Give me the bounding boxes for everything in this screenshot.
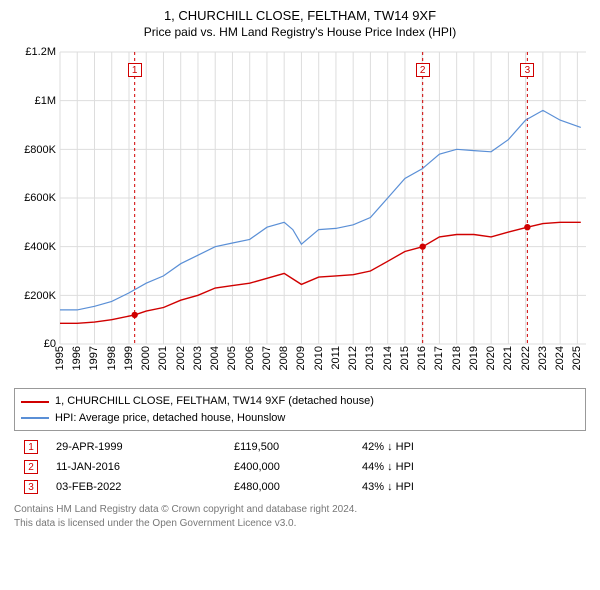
table-row: 1 29-APR-1999 £119,500 42% ↓ HPI: [14, 437, 586, 457]
chart-svg: [10, 44, 590, 384]
sale-marker-icon: 2: [416, 63, 430, 77]
sale-delta: 42% ↓ HPI: [362, 441, 492, 453]
chart-subtitle: Price paid vs. HM Land Registry's House …: [10, 25, 590, 41]
y-tick-label: £800K: [10, 144, 56, 156]
x-tick-label: 2005: [226, 346, 238, 370]
sale-price: £400,000: [234, 461, 344, 473]
x-tick-label: 2025: [571, 346, 583, 370]
sale-date: 29-APR-1999: [56, 441, 216, 453]
sale-marker-icon: 2: [24, 460, 38, 474]
x-tick-label: 2001: [157, 346, 169, 370]
footer-attribution: Contains HM Land Registry data © Crown c…: [14, 503, 586, 530]
x-tick-label: 1996: [71, 346, 83, 370]
x-tick-label: 2008: [278, 346, 290, 370]
x-tick-label: 2015: [399, 346, 411, 370]
x-tick-label: 2024: [554, 346, 566, 370]
x-tick-label: 2020: [485, 346, 497, 370]
sale-price: £480,000: [234, 481, 344, 493]
y-tick-label: £600K: [10, 192, 56, 204]
x-tick-label: 2007: [261, 346, 273, 370]
legend-swatch: [21, 417, 49, 419]
legend-label: HPI: Average price, detached house, Houn…: [55, 410, 285, 427]
x-tick-label: 2023: [537, 346, 549, 370]
chart-area: £0 £200K £400K £600K £800K £1M £1.2M 1995 1996 1…: [10, 44, 590, 384]
x-tick-label: 2006: [244, 346, 256, 370]
table-row: 3 03-FEB-2022 £480,000 43% ↓ HPI: [14, 477, 586, 497]
sales-table: 1 29-APR-1999 £119,500 42% ↓ HPI 2 11-JA…: [14, 437, 586, 497]
sale-price: £119,500: [234, 441, 344, 453]
table-row: 2 11-JAN-2016 £400,000 44% ↓ HPI: [14, 457, 586, 477]
x-tick-label: 2017: [433, 346, 445, 370]
y-tick-label: £1.2M: [10, 46, 56, 58]
x-tick-label: 1997: [88, 346, 100, 370]
x-tick-label: 2013: [364, 346, 376, 370]
sale-marker-icon: 1: [24, 440, 38, 454]
x-tick-label: 2014: [382, 346, 394, 370]
x-tick-label: 2004: [209, 346, 221, 370]
x-axis-ticks: 1995199619971998199920002001200220032004…: [60, 346, 586, 396]
sale-marker-icon: 3: [520, 63, 534, 77]
sale-date: 11-JAN-2016: [56, 461, 216, 473]
x-tick-label: 2000: [140, 346, 152, 370]
x-tick-label: 1998: [106, 346, 118, 370]
figure-container: 1, CHURCHILL CLOSE, FELTHAM, TW14 9XF Pr…: [0, 0, 600, 590]
sale-marker-icon: 3: [24, 480, 38, 494]
x-tick-label: 2011: [330, 346, 342, 370]
x-tick-label: 2021: [502, 346, 514, 370]
sale-date: 03-FEB-2022: [56, 481, 216, 493]
x-tick-label: 2003: [192, 346, 204, 370]
x-tick-label: 2022: [520, 346, 532, 370]
legend-swatch: [21, 401, 49, 403]
chart-title: 1, CHURCHILL CLOSE, FELTHAM, TW14 9XF: [10, 8, 590, 25]
x-tick-label: 2009: [295, 346, 307, 370]
sale-delta: 43% ↓ HPI: [362, 481, 492, 493]
x-tick-label: 1999: [123, 346, 135, 370]
footer-line: This data is licensed under the Open Gov…: [14, 517, 586, 531]
y-tick-label: £1M: [10, 95, 56, 107]
x-tick-label: 2018: [451, 346, 463, 370]
sale-marker-icon: 1: [128, 63, 142, 77]
y-tick-label: £200K: [10, 290, 56, 302]
x-tick-label: 2016: [416, 346, 428, 370]
y-tick-label: £400K: [10, 241, 56, 253]
x-tick-label: 1995: [54, 346, 66, 370]
legend-item: HPI: Average price, detached house, Houn…: [21, 410, 579, 427]
x-tick-label: 2010: [313, 346, 325, 370]
sale-delta: 44% ↓ HPI: [362, 461, 492, 473]
y-tick-label: £0: [10, 338, 56, 350]
x-tick-label: 2019: [468, 346, 480, 370]
x-tick-label: 2002: [175, 346, 187, 370]
footer-line: Contains HM Land Registry data © Crown c…: [14, 503, 586, 517]
x-tick-label: 2012: [347, 346, 359, 370]
